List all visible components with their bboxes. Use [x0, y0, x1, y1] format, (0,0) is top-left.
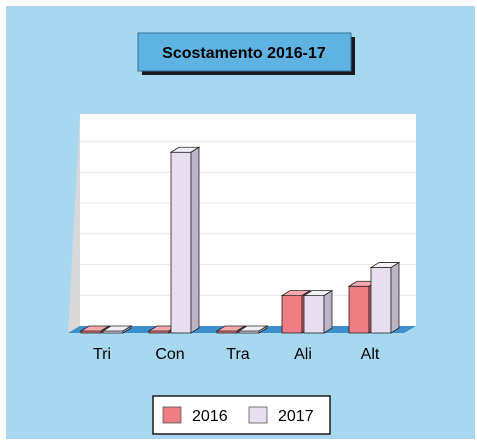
bars	[79, 146, 401, 334]
tick-label-con: Con	[155, 346, 184, 363]
legend: 2016 2017	[152, 395, 331, 435]
plot-back-wall	[80, 114, 416, 326]
chart-title-box: Scostamento 2016-17	[137, 32, 355, 75]
chart-title: Scostamento 2016-17	[162, 45, 326, 62]
legend-label-2016: 2016	[192, 408, 228, 425]
plot-side-wall	[68, 114, 80, 333]
bar-tri-2017	[101, 325, 133, 334]
tick-label-ali: Ali	[294, 346, 312, 363]
bar-chart: Scostamento 2016-17 Tri Con Tra Ali Alt …	[68, 32, 416, 435]
legend-label-2017: 2017	[278, 408, 314, 425]
legend-swatch-2016	[162, 406, 182, 424]
tick-label-tri: Tri	[93, 346, 111, 363]
bar-tra-2017	[237, 325, 269, 334]
bar-ali-2017	[302, 289, 334, 334]
tick-label-tra: Tra	[226, 346, 250, 363]
bar-con-2017	[169, 146, 201, 334]
bar-alt-2017	[369, 261, 401, 334]
tick-label-alt: Alt	[361, 346, 380, 363]
x-axis-labels: Tri Con Tra Ali Alt	[93, 346, 380, 363]
legend-swatch-2017	[248, 406, 268, 424]
chart-panel: Scostamento 2016-17 Tri Con Tra Ali Alt …	[6, 6, 475, 439]
